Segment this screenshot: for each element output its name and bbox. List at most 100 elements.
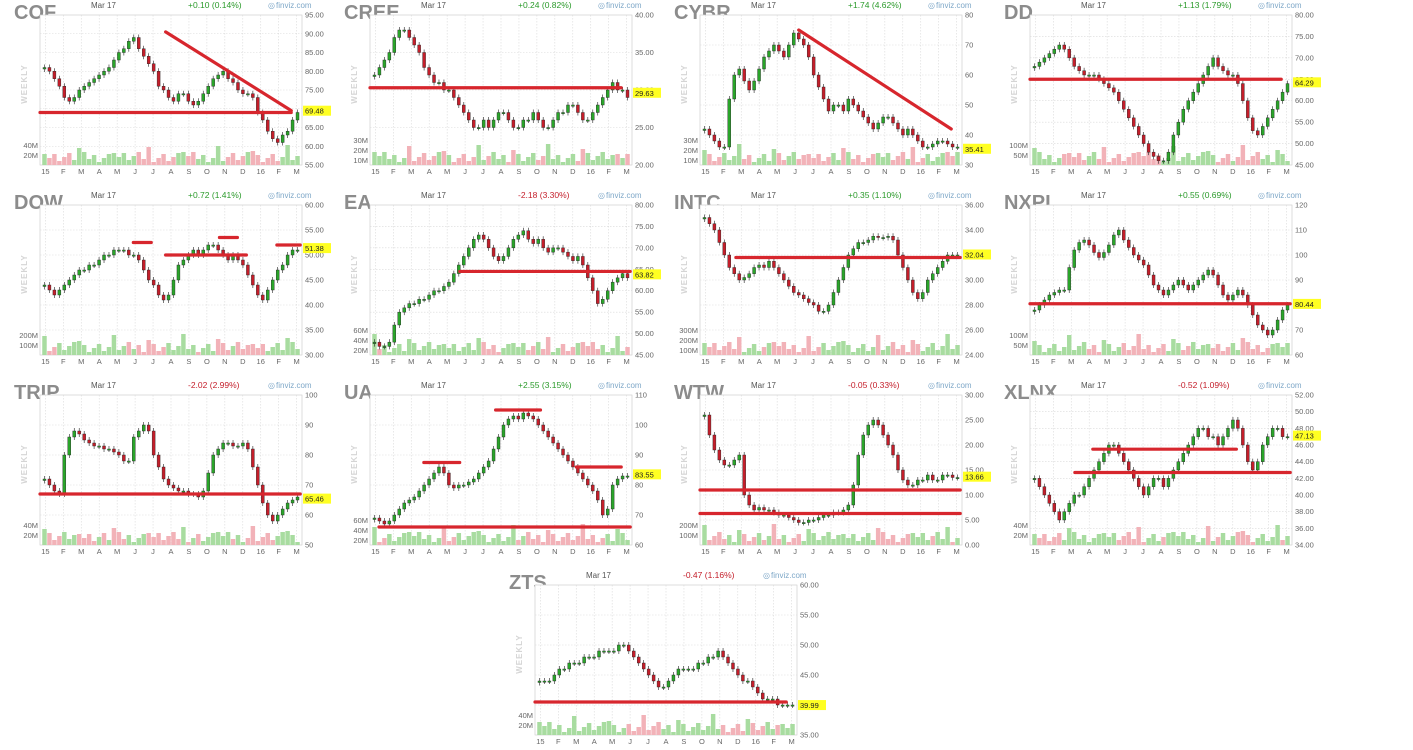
candle-body bbox=[591, 277, 595, 291]
x-tick-label: M bbox=[444, 547, 450, 556]
volume-bar bbox=[402, 158, 407, 165]
volume-bar bbox=[766, 536, 772, 545]
chart-panel-zts[interactable]: ZTS Mar 17 -0.47 (1.16%) ◎ finviz.com WEEKLY 6… bbox=[507, 570, 837, 750]
chart-panel-dd[interactable]: DD Mar 17 +1.13 (1.79%) ◎ finviz.com WEEKLY 80… bbox=[1002, 0, 1332, 180]
volume-bar bbox=[585, 539, 591, 545]
candle-body bbox=[246, 93, 250, 96]
candle-body bbox=[625, 273, 630, 279]
chart-panel-wtw[interactable]: WTW Mar 17 -0.05 (0.33%) ◎ finviz.com WEEKLY 3… bbox=[672, 380, 1002, 560]
chart-panel-ea[interactable]: EA Mar 17 -2.18 (3.30%) ◎ finviz.com WEEKLY 80… bbox=[342, 190, 672, 370]
volume-bar bbox=[1141, 156, 1146, 165]
x-tick-label: M bbox=[1283, 167, 1289, 176]
volume-bar bbox=[141, 159, 146, 165]
candle-body bbox=[1226, 70, 1230, 76]
candle-body bbox=[782, 514, 786, 517]
chart-panel-nxpi[interactable]: NXPI Mar 17 +0.55 (0.69%) ◎ finviz.com WEEKLY… bbox=[1002, 190, 1332, 370]
y-tick-label: 75.00 bbox=[635, 222, 654, 231]
candle-body bbox=[412, 303, 416, 305]
candle-body bbox=[736, 668, 740, 676]
volume-bar bbox=[1042, 534, 1047, 545]
y-tick-label: 52.00 bbox=[1295, 391, 1314, 400]
volume-tick-label: 60M bbox=[353, 516, 368, 525]
finviz-logo-icon: ◎ bbox=[1258, 381, 1265, 390]
candle-body bbox=[447, 472, 451, 486]
volume-bar bbox=[786, 156, 792, 165]
chart-panel-cybr[interactable]: CYBR Mar 17 +1.74 (4.62%) ◎ finviz.com WEEKLY… bbox=[672, 0, 1002, 180]
volume-bar bbox=[702, 343, 707, 355]
y-tick-label: 36.00 bbox=[1295, 524, 1314, 533]
chart-panel-dow[interactable]: DOW Mar 17 +0.72 (1.41%) ◎ finviz.com WEEKLY 6… bbox=[12, 190, 342, 370]
y-tick-label: 25.00 bbox=[965, 416, 984, 425]
volume-bar bbox=[615, 529, 620, 545]
chart-panel-intc[interactable]: INTC Mar 17 +0.35 (1.10%) ◎ finviz.com WEEKLY… bbox=[672, 190, 1002, 370]
chart-panel-cree[interactable]: CREE Mar 17 +0.24 (0.82%) ◎ finviz.com WEEKLY… bbox=[342, 0, 672, 180]
candle-body bbox=[82, 86, 86, 91]
weekly-axis-label: WEEKLY bbox=[350, 444, 359, 484]
chart-panel-trip[interactable]: TRIP Mar 17 -2.02 (2.99%) ◎ finviz.com WEEKLY… bbox=[12, 380, 342, 560]
volume-bar bbox=[1275, 343, 1280, 355]
volume-bar bbox=[531, 346, 536, 355]
candle-body bbox=[726, 656, 730, 664]
x-tick-label: M bbox=[738, 547, 744, 556]
chart-svg: XLNX Mar 17 -0.52 (1.09%) ◎ finviz.comWEEKLY… bbox=[1004, 380, 1321, 556]
candle-body bbox=[816, 304, 821, 312]
chart-panel-xlnx[interactable]: XLNX Mar 17 -0.52 (1.09%) ◎ finviz.com WEEKLY… bbox=[1002, 380, 1332, 560]
volume-bar bbox=[270, 347, 275, 355]
x-tick-label: 16 bbox=[752, 737, 760, 746]
candle-body bbox=[866, 116, 870, 124]
volume-bar bbox=[1255, 345, 1260, 355]
y-tick-label: 44.00 bbox=[1295, 457, 1314, 466]
candle-body bbox=[921, 140, 925, 148]
volume-bar bbox=[166, 161, 171, 165]
volume-bar bbox=[945, 334, 950, 355]
candle-body bbox=[280, 264, 285, 271]
candle-body bbox=[792, 32, 796, 46]
volume-bar bbox=[230, 153, 236, 165]
y-tick-label: 26.00 bbox=[965, 326, 984, 335]
x-tick-label: A bbox=[498, 547, 503, 556]
volume-bar bbox=[1126, 532, 1131, 545]
volume-bar bbox=[1270, 344, 1275, 355]
x-tick-label: M bbox=[78, 357, 84, 366]
volume-bar bbox=[676, 720, 681, 735]
volume-bar bbox=[290, 342, 295, 355]
y-tick-label: 30.00 bbox=[305, 351, 324, 360]
volume-bar bbox=[1071, 350, 1077, 355]
volume-bar bbox=[426, 160, 432, 165]
candle-body bbox=[1047, 294, 1052, 301]
change-label: +0.24 (0.82%) bbox=[518, 0, 572, 10]
x-tick-label: F bbox=[61, 357, 66, 366]
candle-body bbox=[546, 127, 550, 129]
candle-body bbox=[236, 445, 240, 448]
x-tick-label: N bbox=[222, 547, 227, 556]
volume-bar bbox=[151, 162, 156, 165]
x-tick-label: 15 bbox=[1031, 547, 1039, 556]
volume-bar bbox=[796, 159, 801, 165]
x-tick-label: A bbox=[168, 167, 173, 176]
volume-bar bbox=[576, 731, 582, 735]
volume-bar bbox=[526, 157, 531, 165]
volume-bar bbox=[1230, 343, 1236, 355]
volume-bar bbox=[1057, 351, 1062, 355]
candle-body bbox=[1236, 289, 1240, 296]
volume-bar bbox=[1156, 541, 1161, 545]
x-tick-label: F bbox=[556, 737, 561, 746]
volume-bar bbox=[1275, 525, 1280, 545]
chart-panel-ua[interactable]: UA Mar 17 +2.55 (3.15%) ◎ finviz.com WEEKLY 11… bbox=[342, 380, 672, 560]
volume-bar bbox=[1265, 155, 1270, 165]
candle-body bbox=[372, 341, 377, 344]
volume-bar bbox=[295, 542, 300, 545]
candle-body bbox=[211, 78, 215, 87]
candle-body bbox=[402, 29, 406, 32]
candle-body bbox=[285, 254, 290, 266]
volume-bar bbox=[671, 732, 676, 735]
candle-body bbox=[1216, 274, 1220, 286]
x-tick-label: 16 bbox=[257, 167, 265, 176]
candle-body bbox=[721, 650, 725, 658]
volume-bar bbox=[171, 157, 176, 165]
candle-body bbox=[1077, 242, 1081, 251]
chart-panel-cof[interactable]: COF Mar 17 +0.10 (0.14%) ◎ finviz.com WEEKLY 9… bbox=[12, 0, 342, 180]
volume-bar bbox=[446, 348, 452, 355]
volume-bar bbox=[426, 342, 432, 355]
x-tick-label: N bbox=[222, 167, 227, 176]
